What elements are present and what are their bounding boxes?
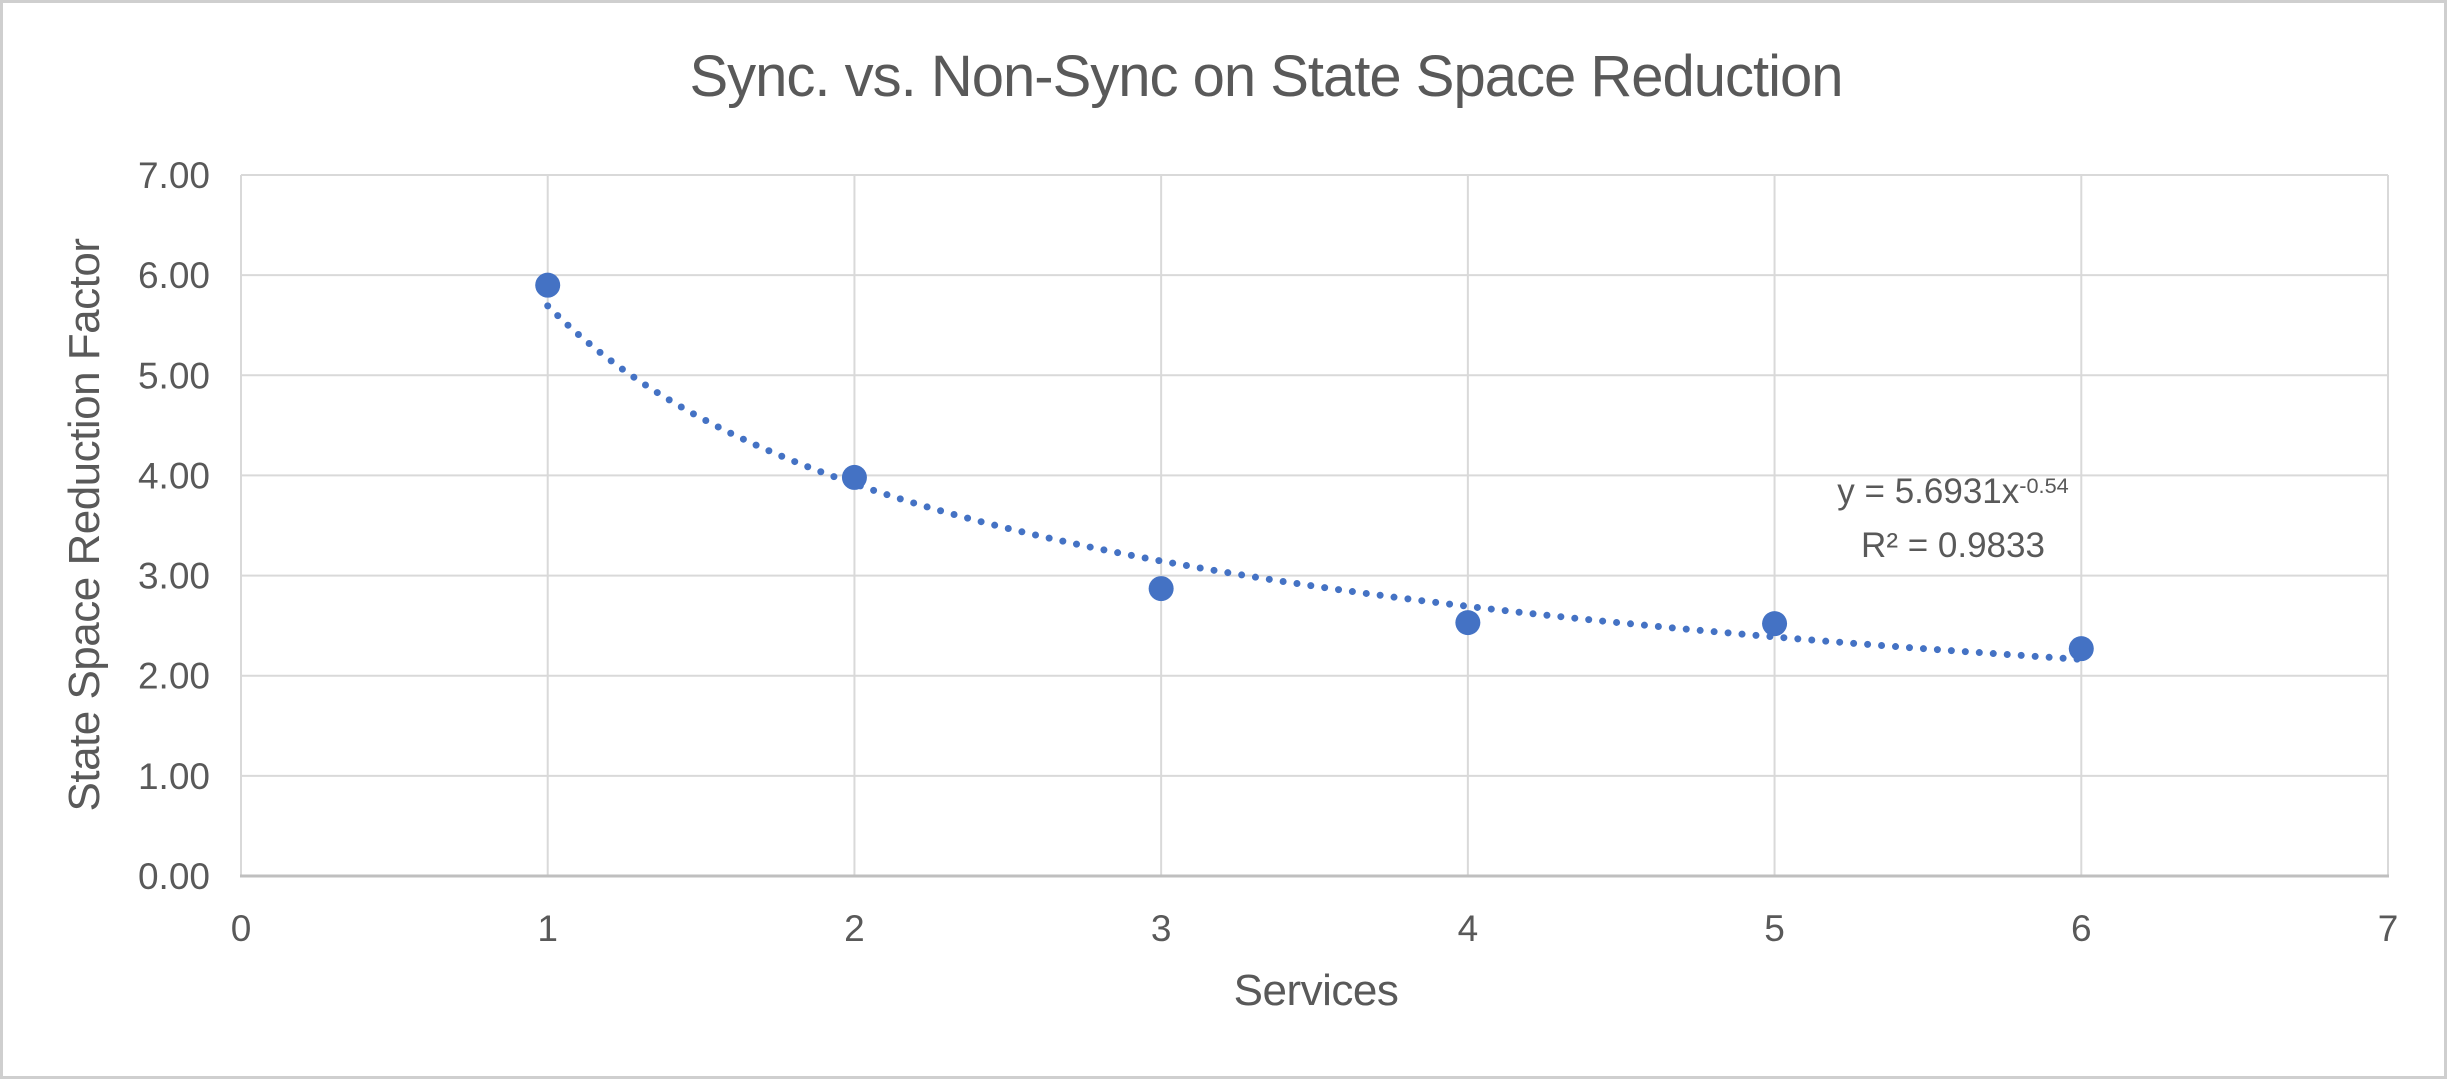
data-point: [1148, 576, 1174, 602]
y-tick-label: 1.00: [138, 756, 210, 797]
x-tick-label: 7: [2378, 908, 2399, 949]
trendline-r-squared: R² = 0.9833: [1861, 526, 2045, 565]
trendline-label: y = 5.6931x-0.54 R² = 0.9833: [1837, 467, 2068, 571]
x-tick-label: 1: [537, 908, 558, 949]
plot-area: 0.00 1.00 2.00 3.00 4.00 5.00 6.00 7.00 0 1 2 3 4 5 6 7: [138, 155, 2399, 949]
x-tick-label: 0: [231, 908, 252, 949]
x-tick-label: 3: [1151, 908, 1172, 949]
y-tick-label: 4.00: [138, 455, 210, 496]
x-tick-label: 2: [844, 908, 865, 949]
trendline-curve: [544, 302, 2085, 663]
y-tick-label: 2.00: [138, 656, 210, 697]
trendline-equation-exponent: -0.54: [2019, 472, 2069, 498]
y-tick-label: 3.00: [138, 556, 210, 597]
x-tick-label: 5: [1764, 908, 1785, 949]
y-axis-title: State Space Reduction Factor: [60, 238, 109, 812]
y-tick-label: 6.00: [138, 255, 210, 296]
x-tick-label: 4: [1458, 908, 1479, 949]
data-point: [2068, 636, 2094, 662]
x-axis-title: Services: [1233, 966, 1399, 1015]
chart-title: Sync. vs. Non-Sync on State Space Reduct…: [689, 44, 1843, 109]
trendline-equation: y = 5.6931x-0.54: [1837, 467, 2068, 521]
data-point: [1762, 611, 1788, 637]
x-tick-label: 6: [2071, 908, 2092, 949]
data-point: [1455, 610, 1481, 636]
y-tick-label: 7.00: [138, 155, 210, 196]
data-point: [841, 464, 867, 490]
data-point: [535, 272, 561, 298]
trendline-equation-base: y = 5.6931x: [1837, 472, 2020, 511]
y-tick-label: 5.00: [138, 355, 210, 396]
y-tick-label: 0.00: [138, 856, 210, 897]
